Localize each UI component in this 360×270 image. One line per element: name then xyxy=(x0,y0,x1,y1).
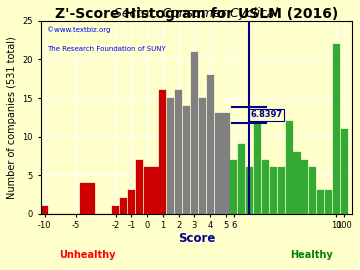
Bar xyxy=(207,75,214,214)
Bar xyxy=(285,121,293,214)
Text: Healthy: Healthy xyxy=(291,250,333,260)
Bar xyxy=(199,98,206,214)
Bar xyxy=(183,106,190,214)
Bar xyxy=(136,160,143,214)
Bar xyxy=(278,167,285,214)
Bar xyxy=(159,90,166,214)
Bar xyxy=(88,183,95,214)
Bar xyxy=(293,152,301,214)
Title: Z'-Score Histogram for USLM (2016): Z'-Score Histogram for USLM (2016) xyxy=(55,7,338,21)
Bar xyxy=(120,198,127,214)
Bar xyxy=(262,160,269,214)
Bar xyxy=(246,167,253,214)
Bar xyxy=(144,167,151,214)
Bar xyxy=(238,144,246,214)
Text: ©www.textbiz.org: ©www.textbiz.org xyxy=(47,27,110,33)
Bar xyxy=(309,167,316,214)
Bar xyxy=(317,190,324,214)
Bar xyxy=(301,160,309,214)
Bar xyxy=(270,167,277,214)
Text: Sector: Consumer Cyclical: Sector: Consumer Cyclical xyxy=(114,7,278,20)
Bar xyxy=(41,206,48,214)
Text: Unhealthy: Unhealthy xyxy=(59,250,116,260)
Text: The Research Foundation of SUNY: The Research Foundation of SUNY xyxy=(47,46,166,52)
Bar xyxy=(325,190,332,214)
Text: 6.8397: 6.8397 xyxy=(251,110,283,119)
Y-axis label: Number of companies (531 total): Number of companies (531 total) xyxy=(7,36,17,199)
Bar xyxy=(191,52,198,214)
Bar xyxy=(112,206,119,214)
Bar xyxy=(215,113,222,214)
Bar xyxy=(254,113,261,214)
Bar xyxy=(341,129,348,214)
Bar xyxy=(128,190,135,214)
Bar xyxy=(175,90,182,214)
X-axis label: Score: Score xyxy=(178,232,215,245)
Bar xyxy=(333,44,340,214)
Bar xyxy=(230,160,238,214)
Bar xyxy=(81,183,87,214)
Bar xyxy=(222,113,230,214)
Bar xyxy=(152,167,158,214)
Bar xyxy=(167,98,174,214)
